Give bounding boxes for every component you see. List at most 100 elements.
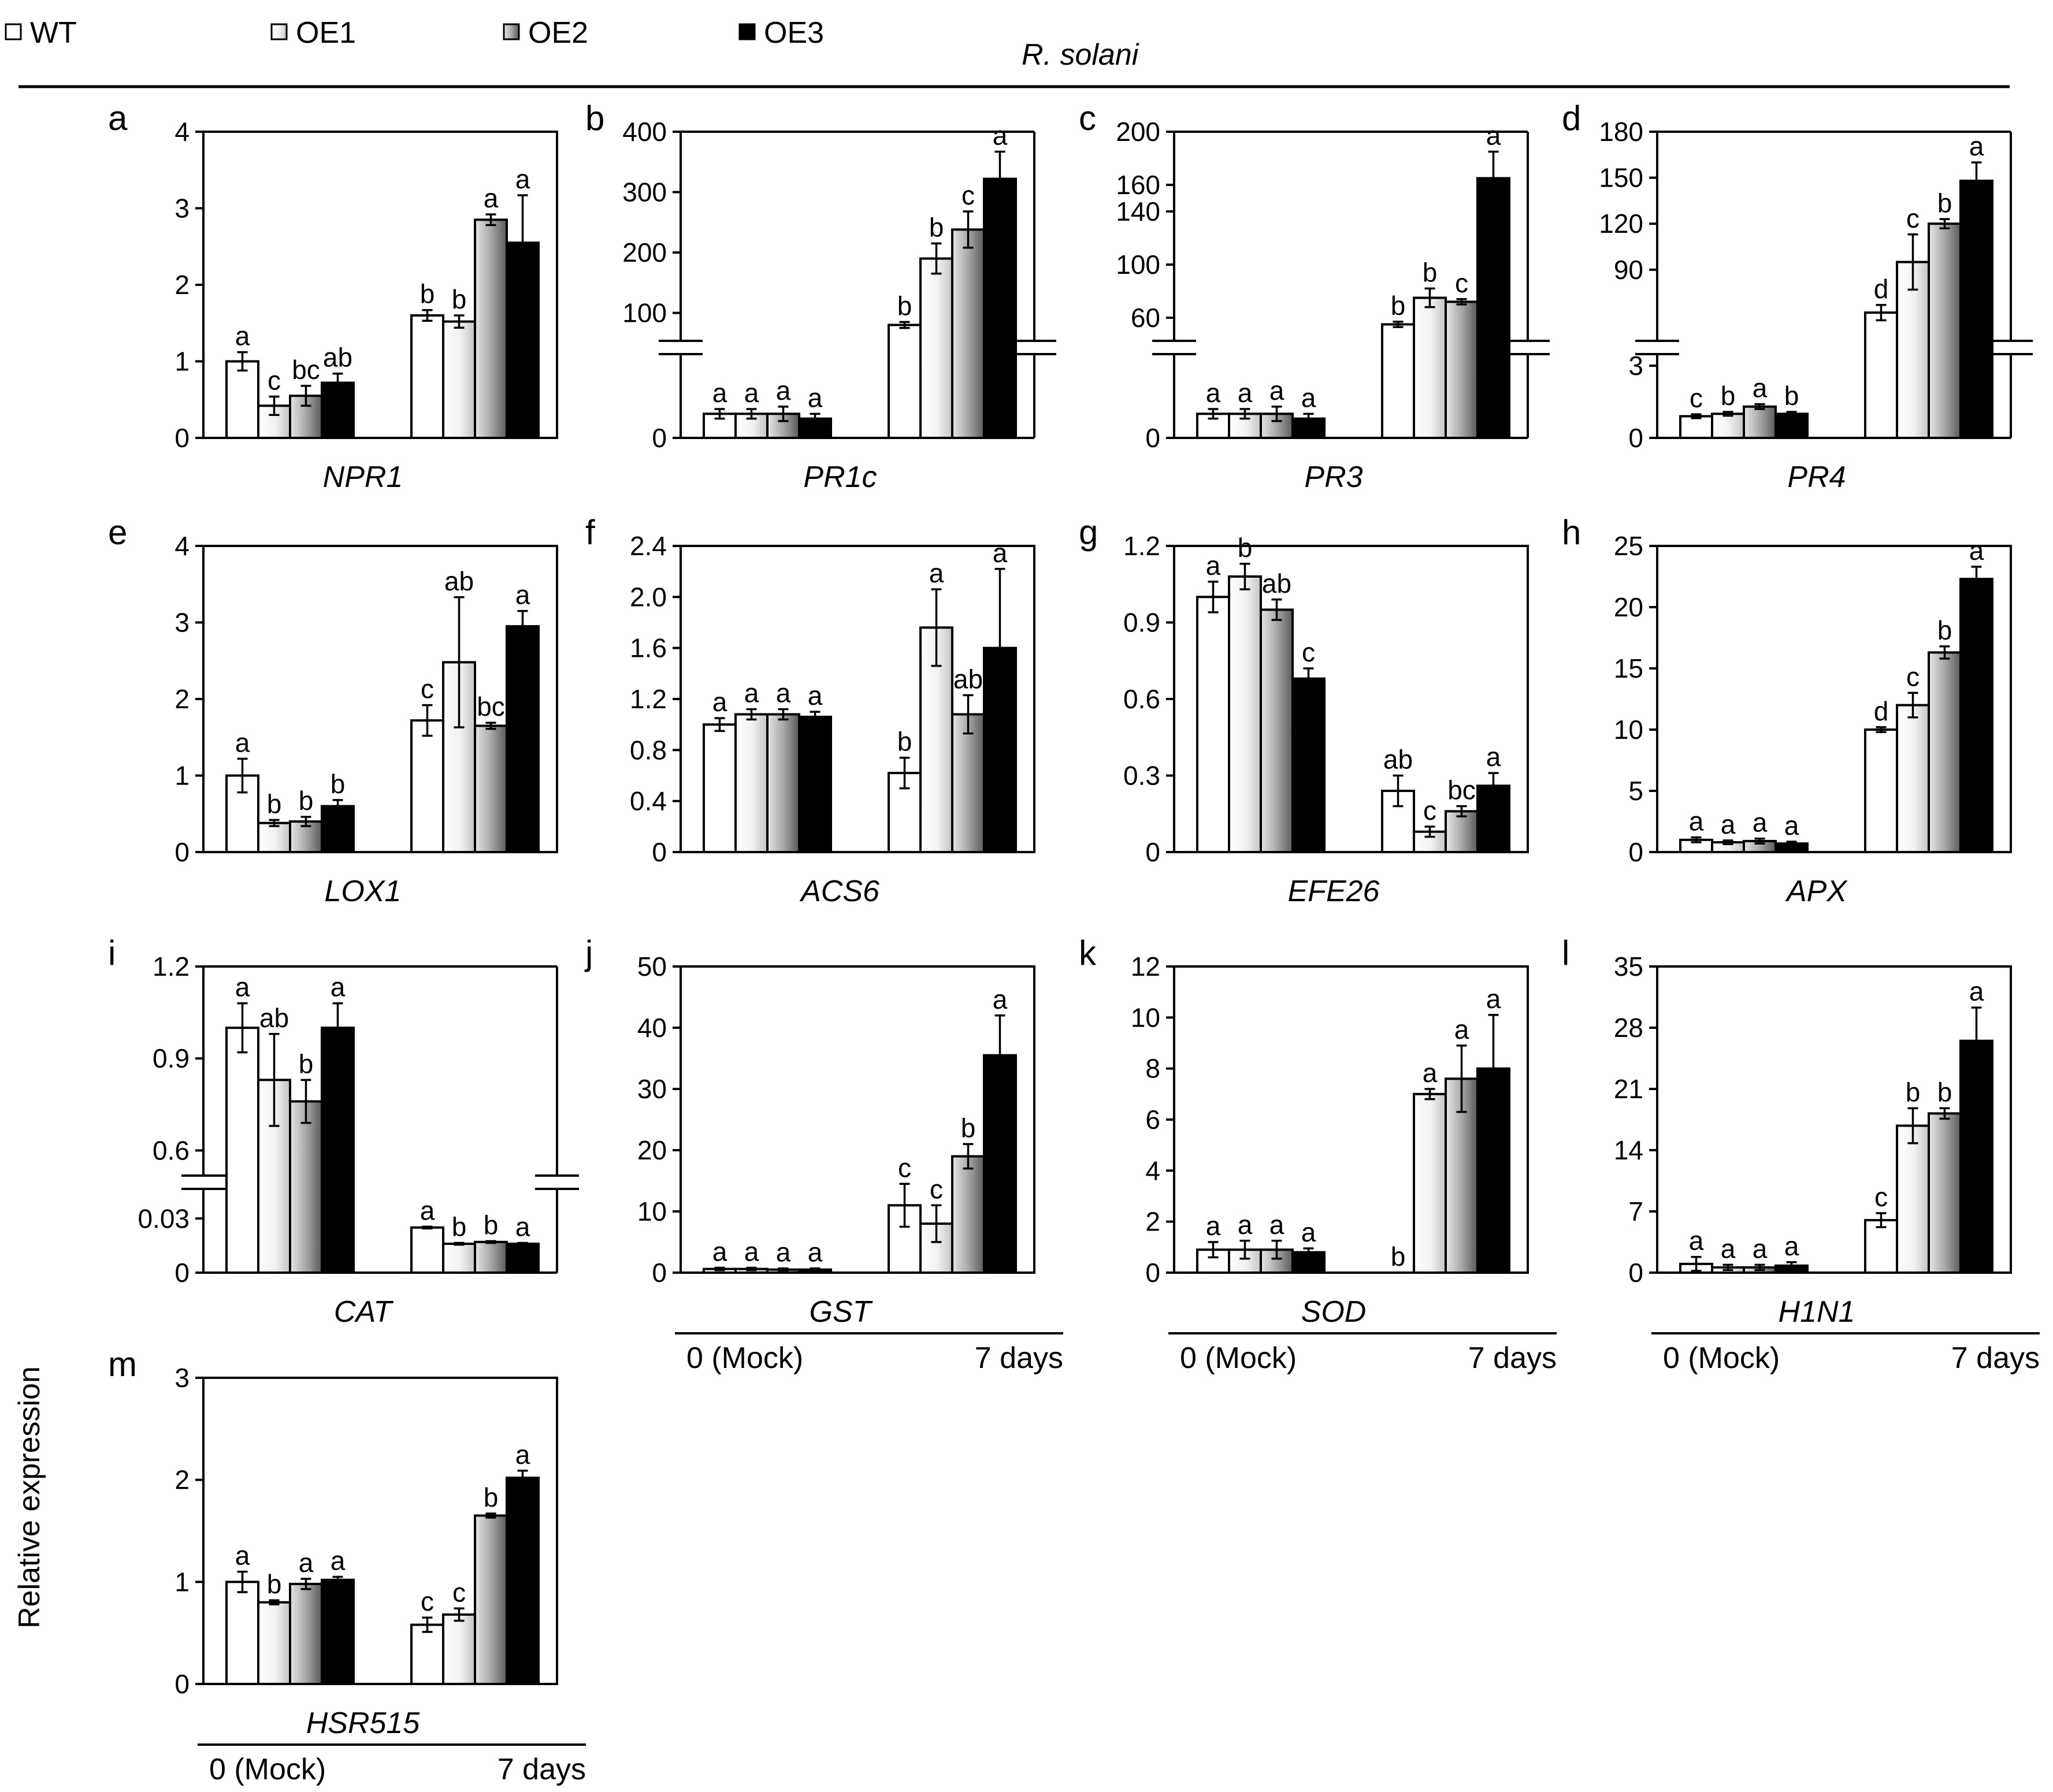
- y-tick-label: 0: [1628, 423, 1643, 453]
- sig-letter: a: [331, 972, 346, 1002]
- plot-frame: [202, 1377, 558, 1685]
- panel-letter-g: g: [1079, 513, 1098, 552]
- y-tick-label: 0: [175, 1258, 190, 1288]
- sig-letter: b: [299, 786, 314, 816]
- y-tick-label: 35: [1614, 951, 1643, 981]
- legend-item-oe2: OE2: [503, 16, 588, 50]
- sig-letter: a: [1753, 1233, 1768, 1263]
- sig-letter: ab: [323, 343, 352, 373]
- time-label-7days: 7 days: [1951, 1341, 2040, 1375]
- bar-wt-7d: [410, 719, 444, 853]
- y-tick-label: 3: [175, 608, 190, 638]
- sig-letter: ab: [1383, 745, 1413, 775]
- y-tick-label: 1: [175, 1567, 190, 1597]
- bar-oe1-7d: [919, 257, 953, 439]
- y-tick-label: 30: [637, 1074, 667, 1104]
- sig-letter: b: [897, 291, 912, 321]
- y-tick-label: 15: [1614, 653, 1643, 683]
- sig-letter: a: [1784, 811, 1799, 841]
- sig-letter: a: [712, 378, 727, 408]
- sig-letter: b: [267, 1569, 282, 1599]
- bar-oe2-7d: [951, 228, 985, 439]
- sig-letter: a: [744, 378, 759, 408]
- y-tick-label: 2: [1145, 1207, 1160, 1237]
- sig-letter: b: [452, 284, 467, 314]
- y-tick-label: 3: [175, 194, 190, 224]
- panel-letter-m: m: [108, 1345, 137, 1384]
- plot-frame: [1656, 965, 2012, 1274]
- sig-letter: a: [1969, 976, 1984, 1006]
- y-tick-label: 60: [1131, 303, 1160, 333]
- bar-oe3-7d: [983, 177, 1017, 439]
- panel-letter-b: b: [585, 99, 604, 137]
- sig-letter: a: [515, 164, 530, 194]
- bar-oe3-7d: [506, 625, 540, 853]
- sig-letter: a: [515, 1440, 530, 1470]
- gene-label-i: CAT: [334, 1295, 393, 1329]
- sig-letter: a: [1238, 378, 1253, 408]
- bar-wt-mock: [225, 1581, 259, 1685]
- legend-label-oe3: OE3: [764, 16, 824, 50]
- y-tick-label: 0: [652, 837, 667, 867]
- sig-letter: a: [993, 984, 1008, 1014]
- time-label-mock: 0 (Mock): [1180, 1341, 1297, 1375]
- sig-letter: b: [1937, 615, 1952, 645]
- bar-wt-7d: [1381, 323, 1415, 439]
- y-tick-label: 0: [652, 1258, 667, 1288]
- plot-frame: [1656, 545, 2012, 853]
- y-tick-label: 8: [1145, 1054, 1160, 1084]
- sig-letter: a: [1753, 373, 1768, 403]
- bar-oe1-7d: [1896, 1124, 1930, 1274]
- y-tick-label: 25: [1614, 531, 1643, 561]
- sig-letter: a: [776, 375, 791, 406]
- sig-letter: a: [299, 1548, 314, 1578]
- bar-oe2-7d: [474, 218, 508, 439]
- bar-oe3-7d: [1959, 1039, 1993, 1274]
- y-tick-label: 4: [175, 531, 190, 561]
- y-tick-label: 10: [637, 1196, 667, 1226]
- bar-oe3-mock: [1291, 677, 1326, 853]
- panel-letter-d: d: [1562, 99, 1581, 137]
- bar-wt-mock: [225, 360, 259, 439]
- sig-letter: a: [1269, 375, 1284, 406]
- sig-letter: d: [1874, 696, 1889, 726]
- sig-letter: a: [235, 972, 250, 1002]
- gene-label-d: PR4: [1787, 460, 1846, 494]
- gene-label-f: ACS6: [799, 875, 879, 908]
- panel-letter-l: l: [1562, 934, 1569, 972]
- sig-letter: c: [1690, 383, 1703, 413]
- legend: WT OE1 OE2 OE3: [5, 16, 824, 50]
- sig-letter: a: [420, 1195, 435, 1225]
- sig-letter: a: [808, 1237, 823, 1267]
- sig-letter: a: [235, 1541, 250, 1571]
- y-tick-label: 20: [637, 1135, 667, 1165]
- sig-letter: a: [776, 1237, 791, 1267]
- sig-letter: a: [1753, 808, 1768, 838]
- sig-letter: bc: [292, 355, 320, 385]
- y-tick-label: 0: [175, 423, 190, 453]
- bar-oe3-7d: [1959, 578, 1993, 853]
- sig-letter: ab: [259, 1003, 289, 1033]
- bar-oe2-mock: [289, 1582, 323, 1686]
- y-tick-label: 3: [1628, 351, 1643, 381]
- y-tick-label: 5: [1628, 776, 1643, 806]
- panel-letter-j: j: [584, 934, 593, 972]
- time-label-7days: 7 days: [975, 1341, 1063, 1375]
- panel-letter-c: c: [1079, 99, 1096, 137]
- legend-swatch-wt: [5, 23, 22, 40]
- sig-letter: c: [421, 1586, 434, 1616]
- sig-letter: c: [1455, 268, 1468, 298]
- y-tick-label: 4: [1145, 1155, 1160, 1185]
- bar-oe2-mock: [289, 1100, 323, 1274]
- y-tick-label: 0: [1145, 423, 1160, 453]
- y-tick-label: 200: [622, 237, 667, 267]
- sig-letter: ab: [444, 566, 474, 596]
- bar-oe1-7d: [1896, 704, 1930, 853]
- panel-letter-h: h: [1562, 513, 1581, 552]
